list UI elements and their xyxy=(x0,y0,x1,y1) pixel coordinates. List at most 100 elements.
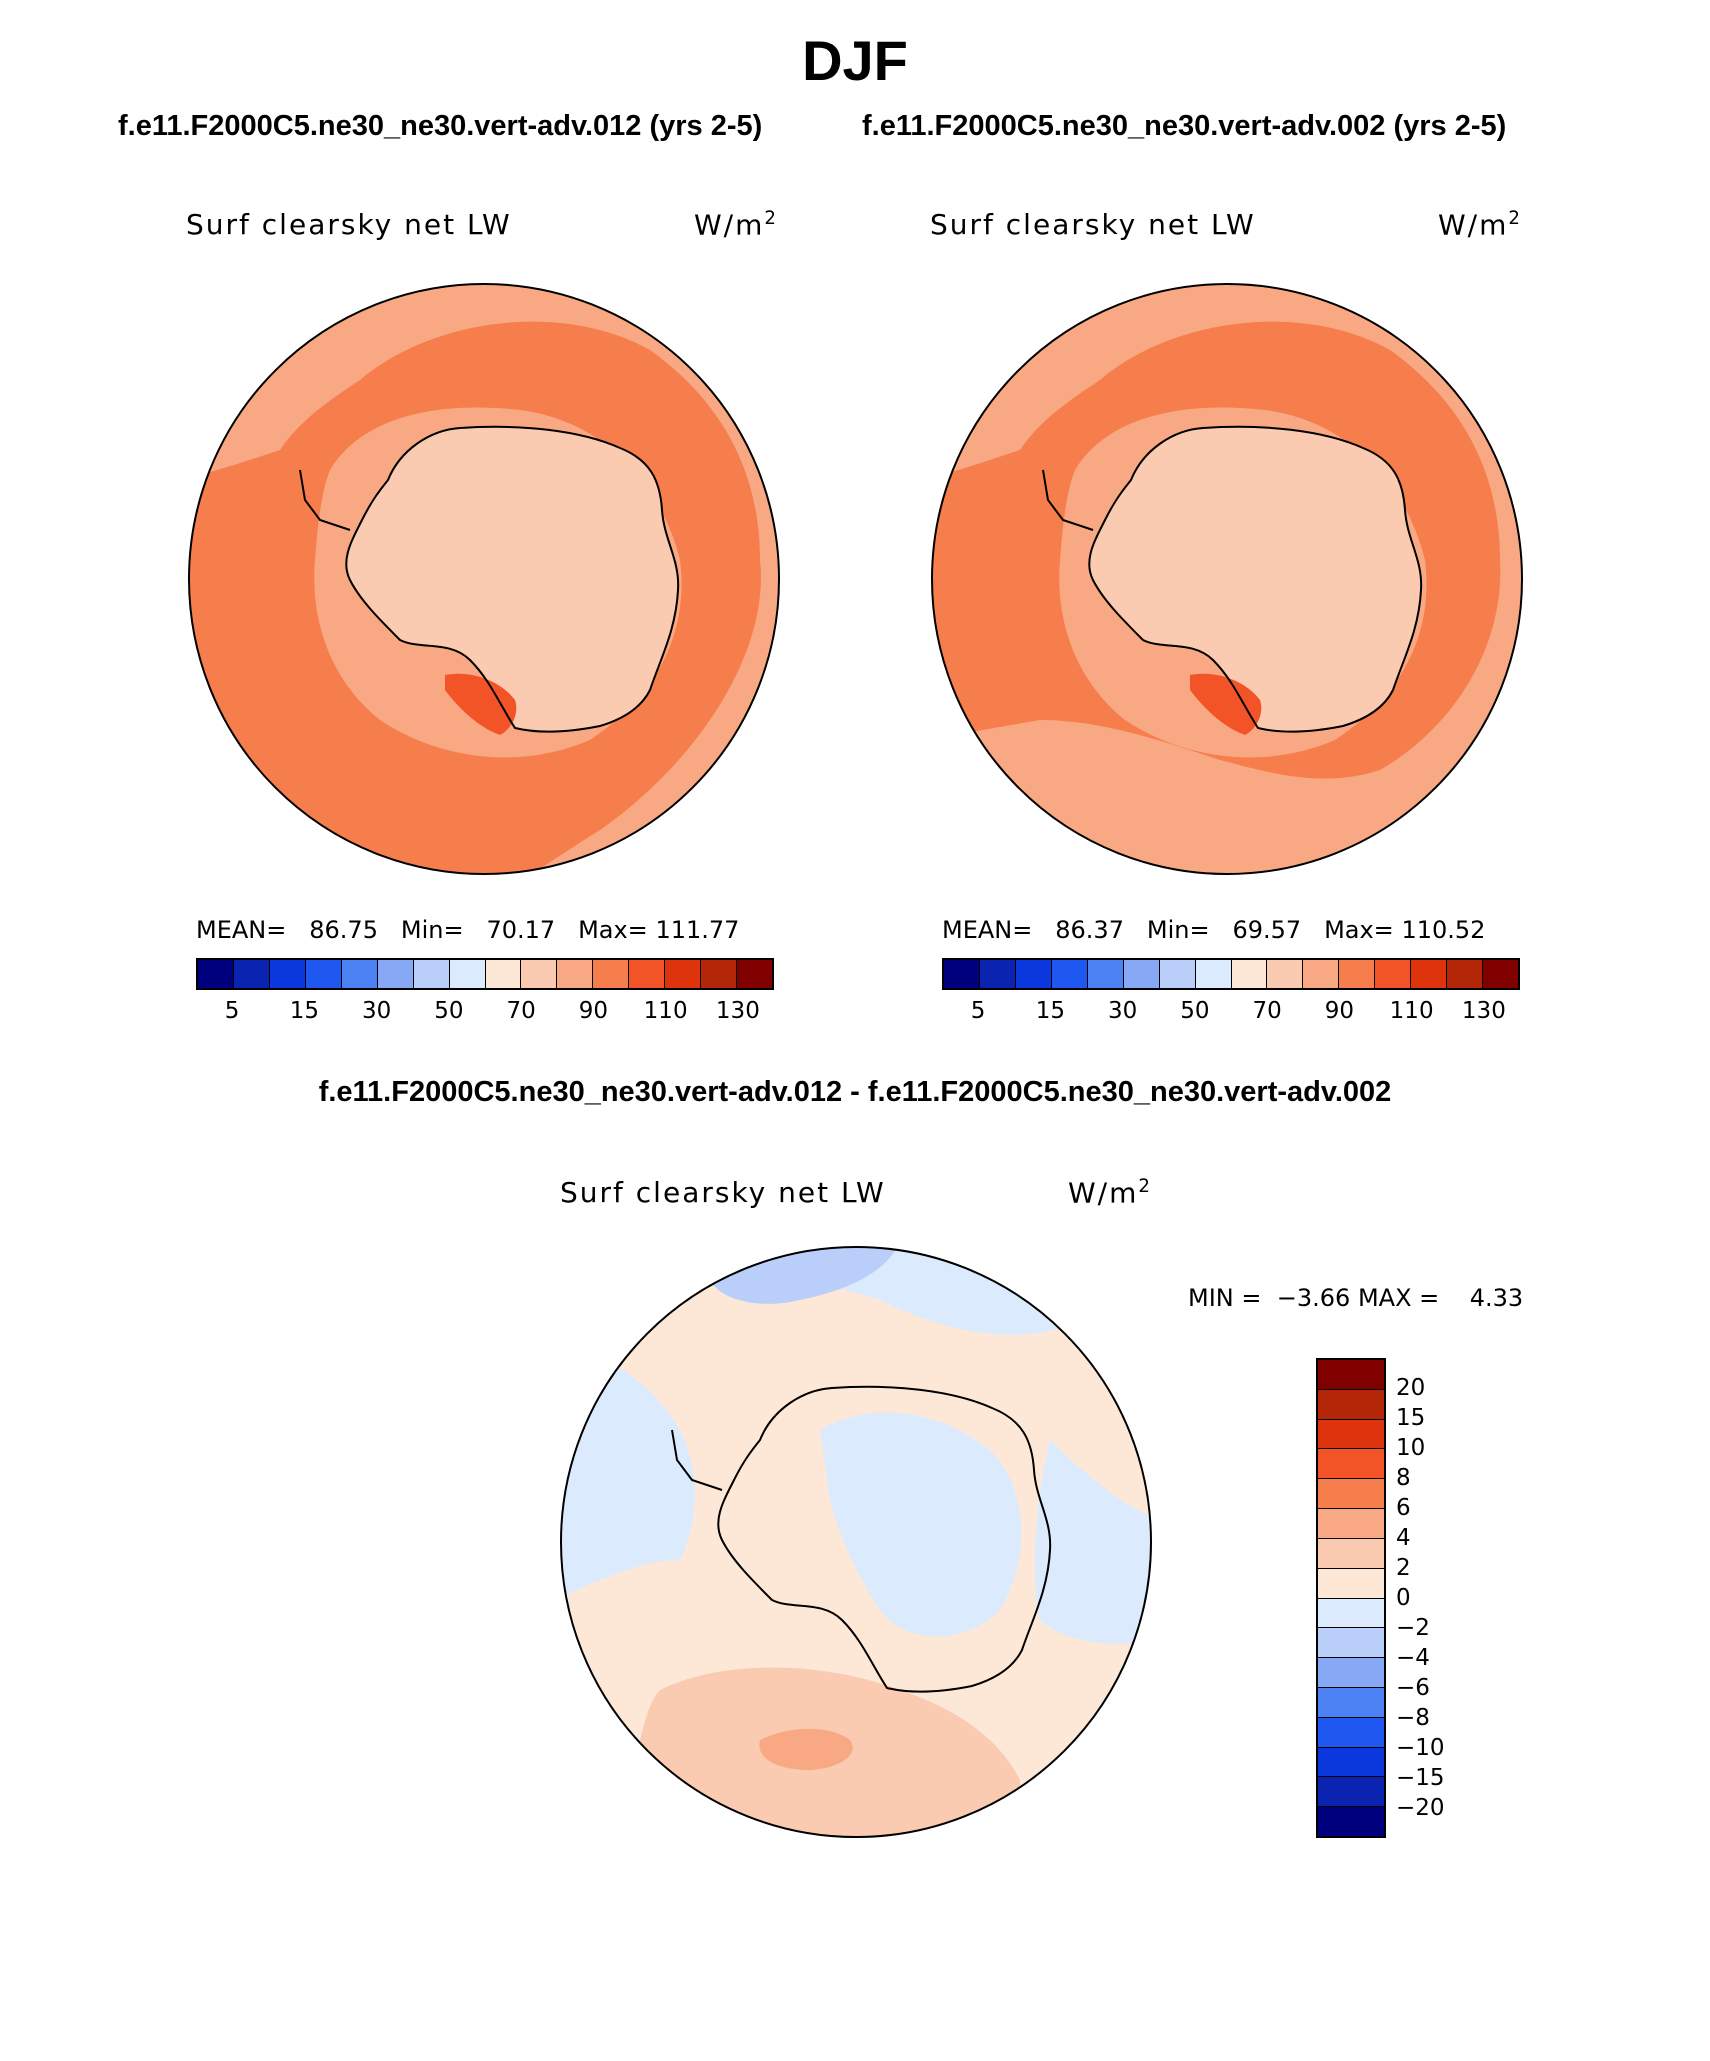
colorbar-swatch xyxy=(1015,960,1052,988)
colorbar-swatch xyxy=(1318,1717,1384,1748)
colorbar-tick-label: 90 xyxy=(578,998,609,1024)
colorbar-swatch xyxy=(1123,960,1160,988)
colorbar-swatch xyxy=(1318,1449,1384,1480)
colorbar-swatch xyxy=(269,960,306,988)
diff-neg-west xyxy=(561,1247,1151,1600)
left-variable-label: Surf clearsky net LW xyxy=(186,208,512,241)
colorbar-swatch xyxy=(1318,1807,1384,1836)
colorbar-tick-label: −20 xyxy=(1396,1795,1445,1821)
colorbar-swatch xyxy=(1318,1658,1384,1688)
left-map-frame xyxy=(188,283,780,875)
colorbar-swatch xyxy=(944,960,980,988)
colorbar-tick-label: 110 xyxy=(1389,998,1434,1024)
left-coast xyxy=(299,425,680,733)
colorbar-swatch xyxy=(593,960,630,988)
colorbar-tick-label: −4 xyxy=(1396,1645,1430,1671)
diff-coast xyxy=(671,1385,1052,1693)
colorbar-tick-label: 70 xyxy=(506,998,536,1024)
diff-units-label: W/m2 xyxy=(1068,1176,1152,1210)
colorbar-swatch xyxy=(1051,960,1088,988)
colorbar-swatch xyxy=(979,960,1016,988)
left-hotspot xyxy=(445,673,517,735)
right-hotspot xyxy=(1190,673,1262,735)
left-units-label: W/m2 xyxy=(694,208,778,242)
difference-map-frame xyxy=(560,1246,1152,1838)
colorbar-tick-label: 70 xyxy=(1252,998,1282,1024)
colorbar-swatch xyxy=(1318,1419,1384,1450)
left-case-title: f.e11.F2000C5.ne30_ne30.vert-adv.012 (yr… xyxy=(118,110,763,142)
colorbar-swatch xyxy=(1318,1389,1384,1420)
colorbar-swatch xyxy=(233,960,270,988)
colorbar-tick-label: 50 xyxy=(1180,998,1210,1024)
colorbar-tick-label: 6 xyxy=(1396,1495,1411,1521)
left-stats: MEAN= 86.75 Min= 70.17 Max= 111.77 xyxy=(196,916,740,944)
colorbar-swatch xyxy=(341,960,378,988)
colorbar-tick-label: 30 xyxy=(1107,998,1138,1024)
diff-pos-south-core xyxy=(759,1728,853,1770)
colorbar-swatch xyxy=(1318,1479,1384,1510)
left-continent xyxy=(346,426,679,732)
colorbar-swatch xyxy=(198,960,234,988)
colorbar-tick-label: 8 xyxy=(1396,1465,1411,1491)
colorbar-swatch xyxy=(701,960,738,988)
difference-polar-map xyxy=(561,1247,1151,1837)
right-colorbar-ticks: 5 15 30 50 70 90 110 130 xyxy=(942,998,1520,1028)
right-continent xyxy=(1089,426,1422,732)
colorbar-tick-label: −6 xyxy=(1396,1675,1430,1701)
colorbar-swatch xyxy=(1303,960,1340,988)
diff-variable-label: Surf clearsky net LW xyxy=(560,1176,886,1209)
colorbar-swatch xyxy=(1159,960,1196,988)
colorbar-tick-label: 10 xyxy=(1396,1435,1426,1461)
colorbar-tick-label: 110 xyxy=(643,998,688,1024)
colorbar-swatch xyxy=(1318,1747,1384,1778)
diff-min-max: MIN = −3.66 MAX = 4.33 xyxy=(1188,1284,1524,1312)
diff-neg-interior xyxy=(820,1412,1022,1637)
right-colorbar xyxy=(942,958,1520,990)
colorbar-swatch xyxy=(1318,1360,1384,1390)
colorbar-swatch xyxy=(737,960,772,988)
colorbar-swatch xyxy=(1231,960,1268,988)
colorbar-swatch xyxy=(485,960,522,988)
left-colorbar-ticks: 5 15 30 50 70 90 110 130 xyxy=(196,998,774,1028)
right-map-frame xyxy=(931,283,1523,875)
colorbar-swatch xyxy=(1318,1628,1384,1659)
colorbar-swatch xyxy=(413,960,450,988)
colorbar-tick-label: 5 xyxy=(970,998,986,1024)
colorbar-swatch xyxy=(1318,1687,1384,1718)
colorbar-tick-label: 20 xyxy=(1396,1375,1426,1401)
figure-title: DJF xyxy=(802,29,908,92)
diff-neg-east xyxy=(1034,1440,1151,1644)
colorbar-swatch xyxy=(1318,1777,1384,1808)
colorbar-swatch xyxy=(377,960,414,988)
colorbar-tick-label: 130 xyxy=(715,998,760,1024)
colorbar-tick-label: −15 xyxy=(1396,1765,1445,1791)
colorbar-swatch xyxy=(1318,1509,1384,1539)
colorbar-swatch xyxy=(305,960,342,988)
colorbar-tick-label: 130 xyxy=(1461,998,1506,1024)
colorbar-tick-label: 50 xyxy=(434,998,464,1024)
colorbar-swatch xyxy=(1483,960,1518,988)
right-variable-label: Surf clearsky net LW xyxy=(930,208,1256,241)
colorbar-swatch xyxy=(1447,960,1484,988)
left-polar-map xyxy=(189,284,779,874)
colorbar-tick-label: 15 xyxy=(289,998,320,1024)
colorbar-swatch xyxy=(557,960,594,988)
colorbar-tick-label: 2 xyxy=(1396,1555,1411,1581)
colorbar-tick-label: −8 xyxy=(1396,1705,1430,1731)
colorbar-swatch xyxy=(1375,960,1412,988)
right-units-label: W/m2 xyxy=(1438,208,1522,242)
colorbar-swatch xyxy=(1195,960,1232,988)
colorbar-swatch xyxy=(629,960,666,988)
colorbar-tick-label: 0 xyxy=(1396,1585,1411,1611)
difference-title: f.e11.F2000C5.ne30_ne30.vert-adv.012 - f… xyxy=(318,1076,1392,1108)
colorbar-swatch xyxy=(449,960,486,988)
colorbar-swatch xyxy=(1318,1568,1384,1599)
colorbar-swatch xyxy=(1318,1538,1384,1569)
colorbar-tick-label: −2 xyxy=(1396,1615,1430,1641)
right-stats: MEAN= 86.37 Min= 69.57 Max= 110.52 xyxy=(942,916,1486,944)
colorbar-tick-label: −10 xyxy=(1396,1735,1445,1761)
colorbar-tick-label: 15 xyxy=(1035,998,1066,1024)
colorbar-tick-label: 15 xyxy=(1396,1405,1426,1431)
difference-colorbar xyxy=(1316,1358,1386,1838)
